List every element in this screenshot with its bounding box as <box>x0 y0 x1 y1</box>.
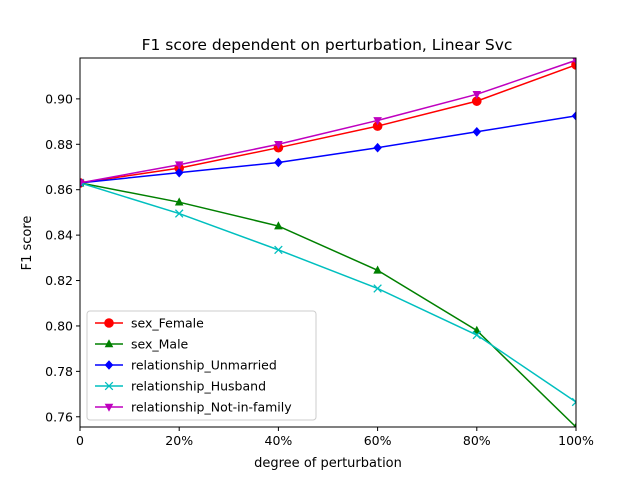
data-point <box>274 221 283 230</box>
legend-marker <box>104 339 114 348</box>
data-point <box>174 209 184 218</box>
legend-marker <box>104 381 114 391</box>
data-point <box>373 117 382 126</box>
data-point <box>373 284 382 293</box>
data-point <box>174 197 184 206</box>
x-tick-label: 40% <box>265 433 293 448</box>
data-point <box>274 140 283 150</box>
data-point <box>174 161 184 170</box>
chart-title: F1 score dependent on perturbation, Line… <box>142 36 513 54</box>
x-tick-label: 60% <box>364 433 392 448</box>
legend-label: sex_Male <box>131 337 189 352</box>
x-tick-label: 0 <box>76 433 84 448</box>
data-point <box>174 167 184 178</box>
legend-marker <box>104 318 114 328</box>
legend-item: relationship_Unmarried <box>95 358 277 373</box>
x-tick-label: 80% <box>463 433 491 448</box>
legend-label: relationship_Unmarried <box>131 358 277 373</box>
legend-item: relationship_Not-in-family <box>95 400 292 415</box>
legend-label: sex_Female <box>131 316 204 331</box>
series-sex-female <box>80 60 576 188</box>
legend: sex_Female sex_Male relationship_Unmarried… <box>86 310 317 421</box>
plot-frame <box>79 57 577 428</box>
data-point <box>274 245 283 255</box>
legend-item: sex_Male <box>95 337 189 352</box>
series-relationship-not-in-family <box>80 58 576 188</box>
y-tick-label: 0.80 <box>45 318 73 333</box>
data-point <box>274 157 283 168</box>
y-tick-label: 0.76 <box>45 409 73 424</box>
legend-marker <box>104 360 114 370</box>
series-line <box>80 59 576 184</box>
x-tick-label: 20% <box>165 433 193 448</box>
legend-label: relationship_Not-in-family <box>131 400 292 415</box>
data-point <box>472 325 482 334</box>
legend-label: relationship_Husband <box>131 379 266 394</box>
data-point <box>571 111 576 121</box>
x-axis-label: degree of perturbation <box>254 456 402 471</box>
series-relationship-unmarried <box>80 111 576 188</box>
x-tick-label: 100% <box>558 433 594 448</box>
y-tick-label: 0.86 <box>45 182 73 197</box>
y-tick-label: 0.88 <box>45 137 73 152</box>
data-point <box>373 265 382 274</box>
series-line <box>80 182 576 403</box>
legend-item: relationship_Husband <box>95 379 266 394</box>
legend-item: sex_Female <box>95 316 204 331</box>
legend-marker <box>104 403 114 412</box>
y-tick-label: 0.90 <box>45 91 73 106</box>
series-line <box>80 115 576 184</box>
y-axis-label: F1 score <box>20 216 35 271</box>
data-point <box>472 330 482 340</box>
data-point <box>80 179 85 188</box>
data-point <box>571 397 576 407</box>
data-point <box>573 422 576 427</box>
y-tick-label: 0.82 <box>45 273 73 288</box>
series-line <box>80 64 576 184</box>
data-point <box>472 91 482 100</box>
data-point <box>472 127 482 137</box>
legend-box <box>86 310 317 421</box>
data-point <box>373 142 382 153</box>
y-tick-label: 0.78 <box>45 364 73 379</box>
y-tick-label: 0.84 <box>45 228 73 243</box>
data-point <box>572 58 576 66</box>
